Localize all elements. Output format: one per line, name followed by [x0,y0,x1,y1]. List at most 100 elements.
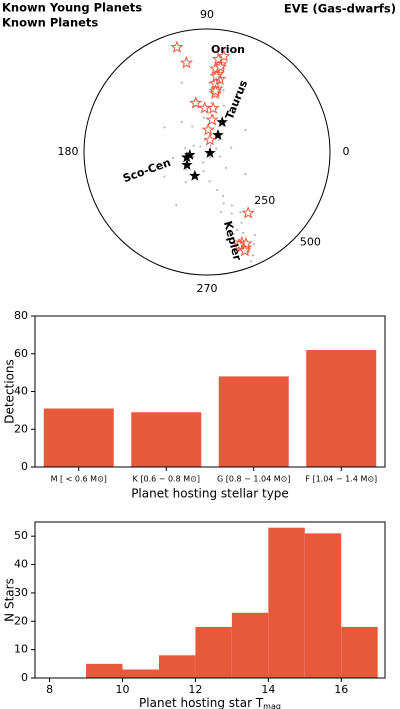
plot-frame [34,315,386,468]
planet-dot [235,228,239,232]
y-tick-label: 50 [14,529,28,542]
planet-dot [239,211,242,214]
legend-entry: Known Planets [2,16,98,30]
planet-dot [232,232,235,235]
planet-dot [218,138,221,141]
x-tick-label: F [1.04 − 1.4 M⊙] [305,475,377,484]
y-tick-label: 60 [14,347,28,360]
young-planet-star [184,149,196,160]
planet-dot [244,128,247,131]
y-axis-label: N Stars [3,578,17,622]
planet-dot [215,147,218,150]
planet-dot [163,126,166,129]
x-tick-label: 16 [334,683,348,696]
planet-dot [184,147,187,150]
histogram-bar [268,527,305,678]
young-planet-star [216,116,228,128]
y-tick-label: 0 [21,460,28,473]
planet-dot [241,231,245,235]
planet-dot [216,188,219,192]
y-tick-label: 80 [14,309,28,322]
planet-dot [192,144,195,147]
theta-tick-label: 270 [197,282,218,295]
eve-star [170,40,184,53]
eve-star [205,113,219,126]
young-planet-star [181,159,193,170]
histogram-bar [158,655,196,678]
eve-star [232,238,246,251]
bar [218,376,289,467]
young-planet-star [204,146,216,158]
x-tick-label: 8 [46,683,53,696]
y-tick-label: 0 [21,671,28,684]
planet-dot [180,120,183,123]
planet-dot [253,233,257,237]
y-tick-label: 30 [14,586,28,599]
eve-star [189,96,203,109]
histogram-bar [341,626,378,678]
eve-star [179,55,194,69]
histogram-bar [231,612,269,678]
eve-star [213,60,228,73]
planet-dot [218,155,221,158]
y-tick-label: 10 [14,643,28,656]
planet-dot [209,144,212,147]
x-tick-label: 10 [116,683,130,696]
planet-dot [244,173,247,176]
plot-frame [34,521,386,679]
planet-dot [202,170,205,173]
eve-star [239,236,253,250]
planet-dot [230,204,234,207]
theta-tick-label: 0 [343,145,350,158]
y-tick-label: 20 [14,422,28,435]
bar [306,349,377,467]
legend-entry: Known Young Planets [2,1,142,15]
young-planet-star [189,169,201,181]
x-tick-label: G [0.8 − 1.04 M⊙] [217,475,290,484]
x-axis-label: Planet hosting star Tmag [139,696,281,709]
planet-dot [219,210,222,214]
annotation: Sco-Cen [121,156,172,185]
eve-star [209,69,223,82]
planet-dot [208,156,212,159]
histogram-bar [195,626,232,678]
legend-entry: EVE (Gas-dwarfs) [284,2,396,16]
planet-dot [202,161,205,164]
planet-dot [199,145,202,148]
planet-dot [230,212,233,215]
planet-dot [184,181,187,184]
planet-dot [222,202,225,205]
planet-dot [250,260,253,263]
theta-tick-label: 180 [58,145,79,158]
planet-dot [229,220,233,223]
eve-star [238,243,252,257]
x-axis-label: Planet hosting stellar type [131,487,289,501]
planet-dot [208,180,211,183]
x-tick-label: 14 [261,683,275,696]
bar [131,412,202,467]
bar [43,408,114,467]
planet-dot [236,97,239,100]
eve-star [217,49,231,62]
histogram-bar [86,663,123,678]
planet-dot [230,146,233,149]
r-tick-label: 500 [300,235,321,248]
x-tick-label: M [ < 0.6 M⊙] [51,475,107,484]
planet-dot [163,175,166,178]
planet-dot [202,116,206,119]
planet-dot [222,89,225,92]
planet-dot [222,104,225,107]
planet-dot [208,82,211,85]
planet-dot [252,242,256,246]
planet-dot [185,168,188,171]
theta-tick-label: 90 [200,8,214,21]
young-planet-star [212,129,224,140]
planet-dot [210,101,213,105]
eve-star [206,101,220,114]
y-tick-label: 20 [14,614,28,627]
young-planet-star [181,151,193,163]
x-tick-label: K [0.6 − 0.8 M⊙] [133,475,200,484]
planet-dot [180,81,183,84]
x-axis-label-main: Planet hosting star T [139,696,264,709]
